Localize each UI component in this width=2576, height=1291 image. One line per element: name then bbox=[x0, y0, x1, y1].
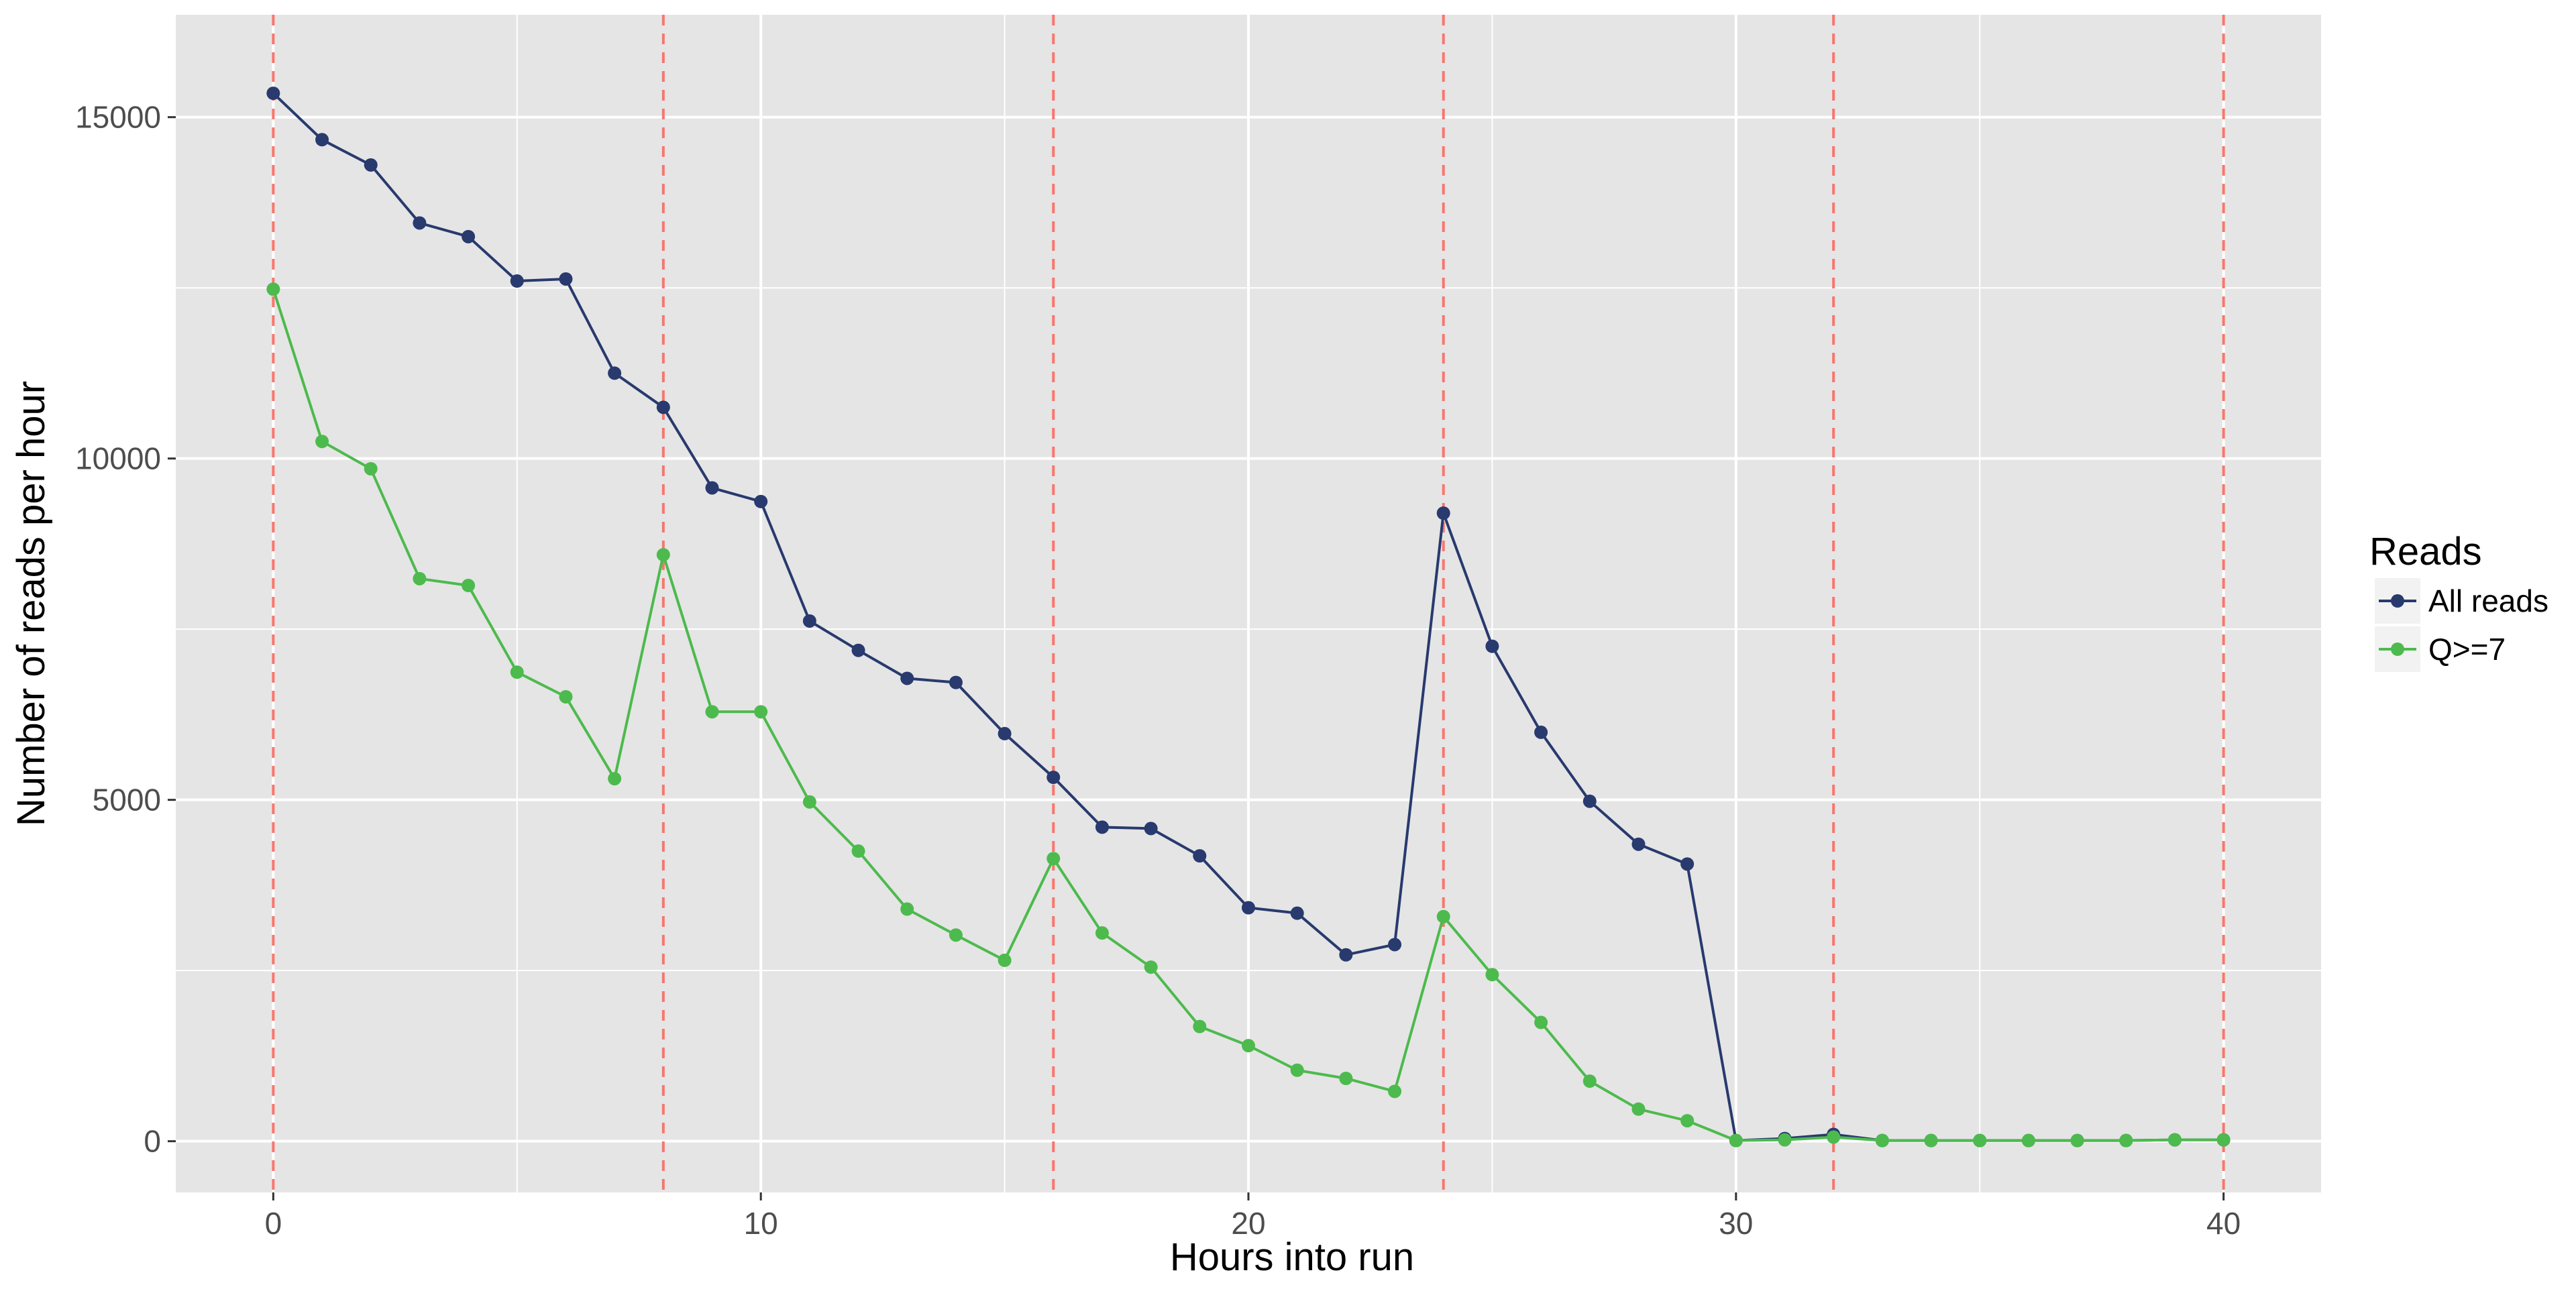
data-point bbox=[2216, 1133, 2231, 1147]
data-point bbox=[705, 705, 719, 719]
x-tick-label: 40 bbox=[2206, 1206, 2241, 1241]
data-point bbox=[1875, 1133, 1889, 1147]
legend-key-point bbox=[2391, 642, 2404, 656]
data-point bbox=[1095, 820, 1109, 834]
data-point bbox=[559, 272, 573, 286]
data-point bbox=[1534, 725, 1548, 739]
y-tick-label: 5000 bbox=[93, 783, 161, 818]
data-point bbox=[1193, 849, 1207, 863]
x-tick-label: 10 bbox=[744, 1206, 778, 1241]
data-point bbox=[656, 548, 670, 562]
data-point bbox=[1680, 857, 1695, 871]
data-point bbox=[1436, 506, 1450, 520]
data-point bbox=[608, 772, 622, 786]
x-tick-label: 0 bbox=[265, 1206, 282, 1241]
series-group bbox=[266, 282, 2231, 1147]
data-point bbox=[266, 282, 280, 296]
data-point bbox=[559, 689, 573, 704]
data-point bbox=[266, 87, 280, 101]
data-point bbox=[413, 571, 427, 585]
data-point bbox=[754, 494, 768, 508]
data-point bbox=[1046, 852, 1061, 866]
data-point bbox=[1242, 1039, 1255, 1053]
data-point bbox=[1827, 1130, 1841, 1144]
data-point bbox=[1631, 837, 1646, 851]
data-point bbox=[1095, 926, 1109, 940]
data-point bbox=[998, 953, 1012, 967]
data-point bbox=[2021, 1133, 2035, 1147]
data-point bbox=[1436, 909, 1450, 923]
data-point bbox=[1290, 906, 1304, 920]
legend-label: Q>=7 bbox=[2428, 632, 2506, 667]
data-point bbox=[510, 665, 524, 679]
x-tick-label: 30 bbox=[1719, 1206, 1753, 1241]
data-point bbox=[315, 435, 329, 449]
data-point bbox=[510, 274, 524, 288]
data-point bbox=[802, 795, 816, 809]
legend-label: All reads bbox=[2428, 583, 2548, 618]
data-point bbox=[1729, 1133, 1743, 1147]
legend-title: Reads bbox=[2369, 530, 2482, 573]
reference-lines bbox=[272, 15, 2225, 1192]
data-point bbox=[656, 400, 670, 414]
x-axis-title: Hours into run bbox=[1170, 1235, 1414, 1279]
data-point bbox=[364, 461, 378, 475]
data-point bbox=[1388, 938, 1402, 952]
data-point bbox=[1144, 822, 1158, 836]
data-point bbox=[1582, 1074, 1597, 1088]
data-point bbox=[1485, 968, 1499, 982]
data-point bbox=[2119, 1133, 2133, 1147]
legend: Reads All reads Q>=7 bbox=[2369, 530, 2548, 672]
data-point bbox=[1680, 1114, 1695, 1128]
y-tick-label: 0 bbox=[144, 1124, 161, 1159]
legend-item: Q>=7 bbox=[2375, 626, 2506, 672]
data-point bbox=[754, 705, 768, 719]
data-point bbox=[2070, 1133, 2084, 1147]
data-point bbox=[1778, 1133, 1792, 1147]
data-point bbox=[1339, 1071, 1353, 1085]
y-tick-label: 15000 bbox=[75, 100, 161, 135]
data-point bbox=[1534, 1015, 1548, 1029]
data-point bbox=[315, 133, 329, 147]
data-point bbox=[1339, 948, 1353, 962]
data-point bbox=[1485, 639, 1499, 653]
data-point bbox=[1242, 901, 1255, 915]
y-axis: 0 5000 10000 15000 bbox=[75, 100, 176, 1159]
y-axis-title: Number of reads per hour bbox=[9, 381, 53, 826]
data-point bbox=[949, 675, 963, 689]
data-point bbox=[1388, 1084, 1402, 1099]
data-point bbox=[462, 579, 476, 593]
data-point bbox=[1973, 1133, 1987, 1147]
data-point bbox=[1582, 794, 1597, 808]
data-point bbox=[364, 158, 378, 172]
data-point bbox=[705, 481, 719, 495]
x-tick-label: 20 bbox=[1231, 1206, 1265, 1241]
legend-key-point bbox=[2391, 594, 2404, 608]
x-axis: 0 10 20 30 40 bbox=[265, 1192, 2241, 1241]
data-point bbox=[900, 671, 914, 685]
data-point bbox=[1290, 1063, 1304, 1077]
data-point bbox=[608, 366, 622, 380]
data-point bbox=[2167, 1133, 2182, 1147]
data-point bbox=[462, 229, 476, 243]
data-point bbox=[1631, 1102, 1646, 1116]
data-point bbox=[851, 844, 865, 858]
data-point bbox=[851, 643, 865, 657]
series-layer bbox=[266, 87, 2231, 1147]
data-point bbox=[900, 902, 914, 916]
data-point bbox=[413, 216, 427, 230]
data-point bbox=[802, 614, 816, 628]
y-tick-label: 10000 bbox=[75, 441, 161, 476]
legend-item: All reads bbox=[2375, 578, 2548, 624]
data-point bbox=[998, 726, 1012, 740]
data-point bbox=[1046, 771, 1061, 785]
data-point bbox=[949, 928, 963, 942]
data-point bbox=[1924, 1133, 1938, 1147]
data-point bbox=[1193, 1019, 1207, 1033]
data-point bbox=[1144, 960, 1158, 974]
